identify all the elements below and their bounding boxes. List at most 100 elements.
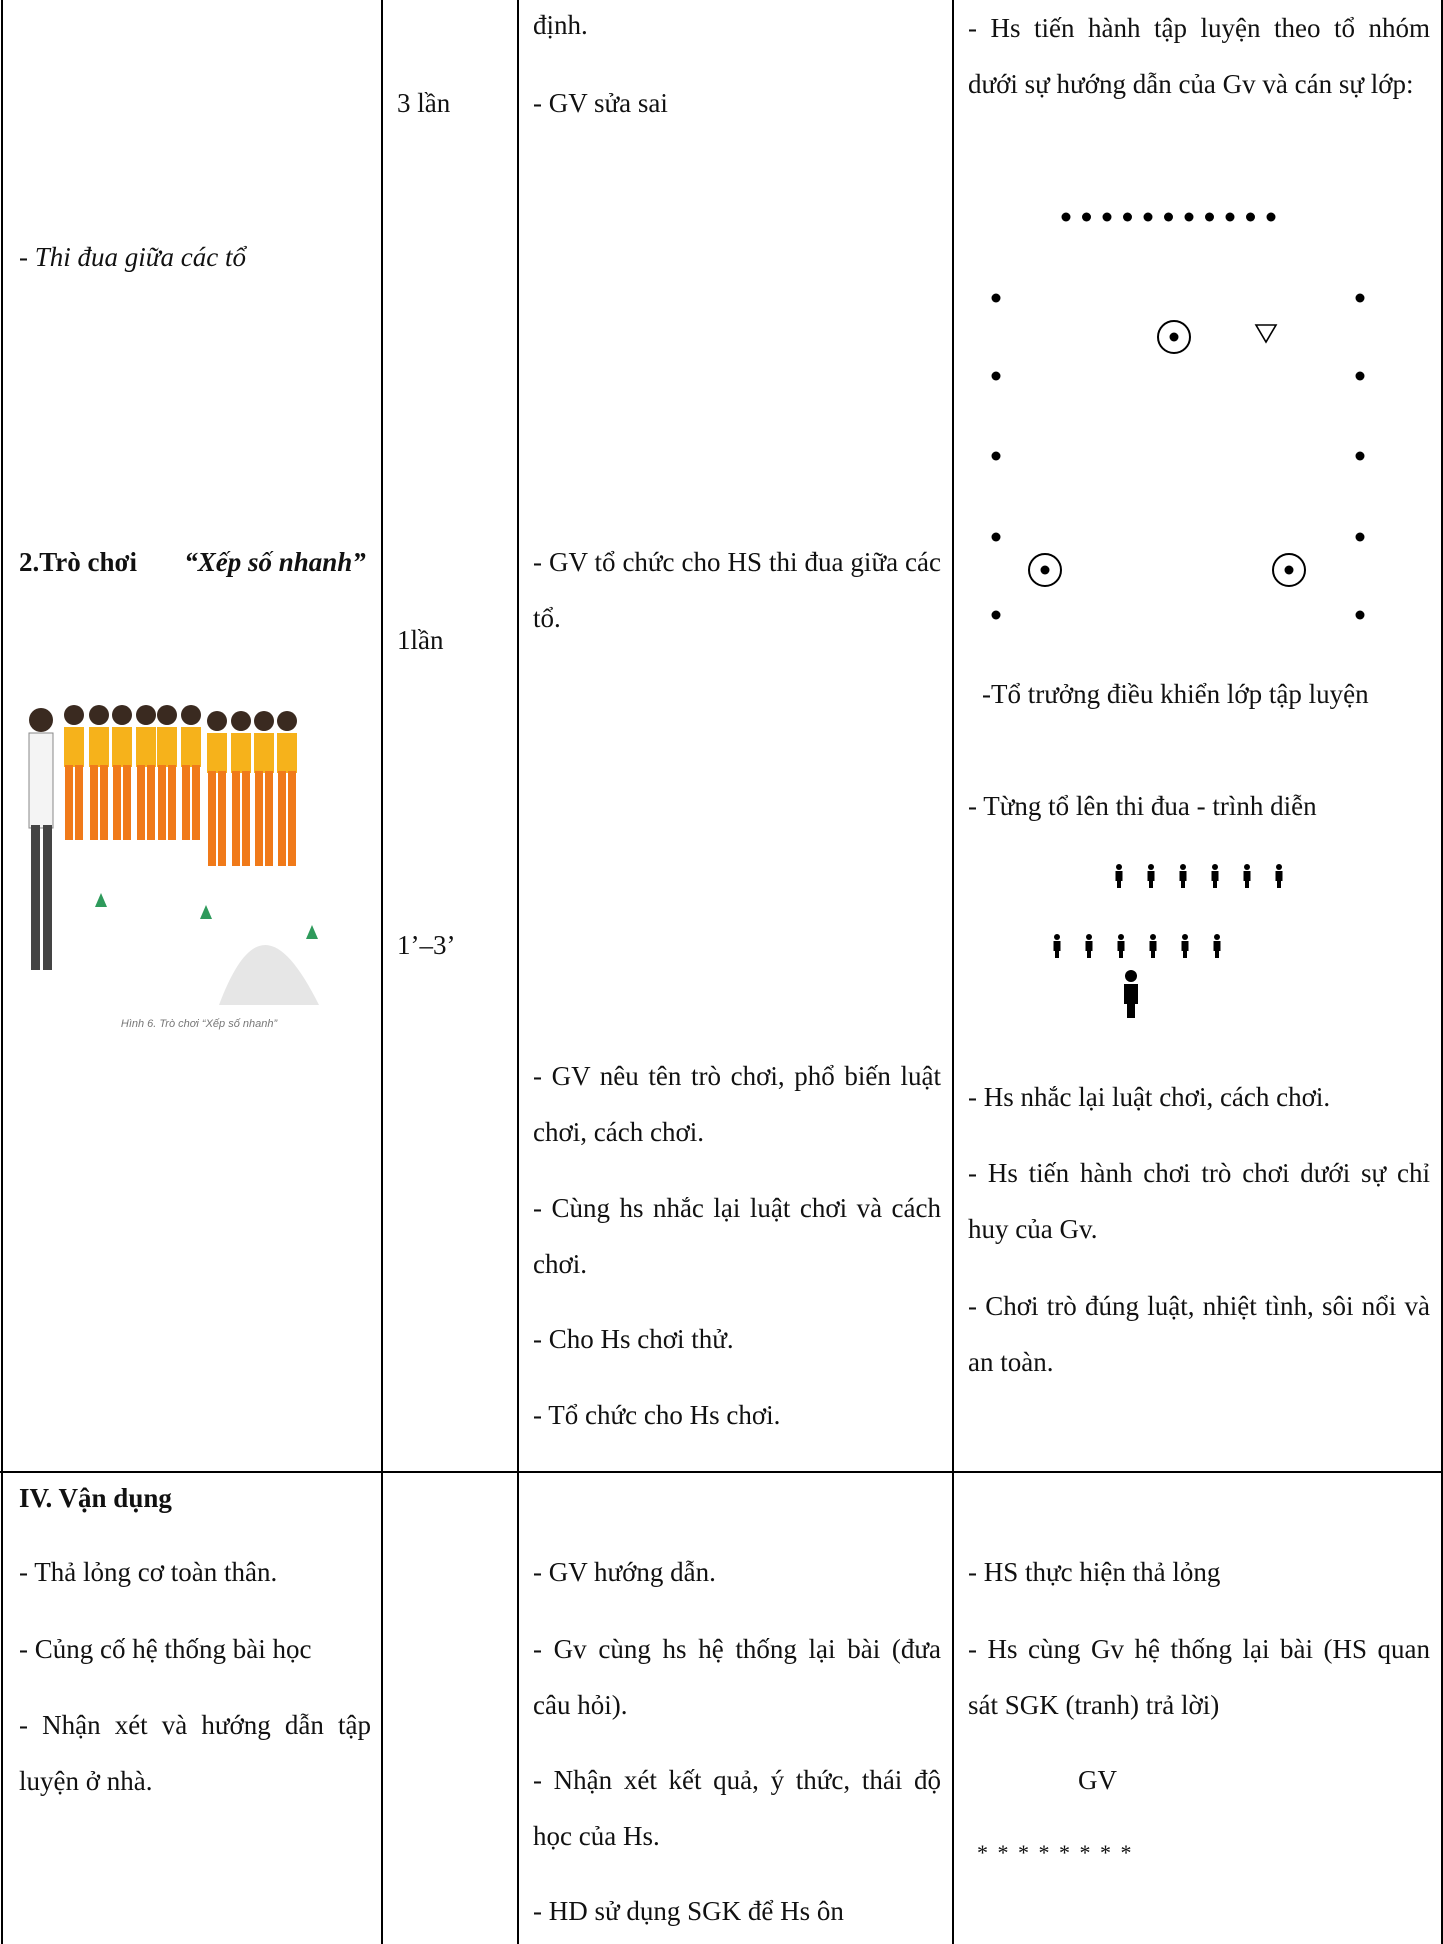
- person-body: [1179, 871, 1187, 881]
- person-head: [1276, 864, 1282, 870]
- student-activity: - Chơi trò đúng luật, nhiệt tình, sôi nổ…: [968, 1291, 1430, 1377]
- kid-pants: [90, 765, 98, 840]
- border: [952, 0, 954, 1944]
- person-body: [1181, 941, 1189, 951]
- marker-ring: [1028, 553, 1062, 587]
- marker-ring: [1157, 320, 1191, 354]
- person-legs: [1087, 950, 1091, 958]
- person-body: [1149, 941, 1157, 951]
- dot: [991, 451, 1001, 461]
- kid-pants: [232, 771, 240, 866]
- kid-pants: [168, 765, 176, 840]
- person-legs: [1127, 1002, 1135, 1018]
- person-legs: [1119, 950, 1123, 958]
- border: [1, 0, 3, 1944]
- kid-pants: [242, 771, 250, 866]
- marker-dot: [1040, 565, 1050, 575]
- teacher-activity: - Cùng hs nhắc lại luật chơi và cách chơ…: [533, 1193, 941, 1279]
- dot: [991, 532, 1001, 542]
- dot: [1355, 293, 1365, 303]
- dot: [991, 371, 1001, 381]
- caption: Hình 6. Trò chơi “Xếp số nhanh”: [121, 1018, 279, 1030]
- dot: [1355, 371, 1365, 381]
- dot: [1061, 212, 1071, 222]
- dot: [1355, 610, 1365, 620]
- student-activity: - HS thực hiện thả lỏng: [968, 1557, 1221, 1587]
- person-body: [1211, 871, 1219, 881]
- dot: [1225, 212, 1235, 222]
- dot: [1184, 212, 1194, 222]
- teacher-activity: - GV tổ chức cho HS thi đua giữa các tổ.: [533, 547, 941, 633]
- marker-ring: [1272, 553, 1306, 587]
- dot: [1143, 212, 1153, 222]
- person-legs: [1245, 880, 1249, 888]
- person-head: [1150, 934, 1156, 940]
- kid-head: [231, 711, 251, 731]
- marker-dot: [1169, 332, 1179, 342]
- kid-shirt: [64, 727, 84, 767]
- person-legs: [1183, 950, 1187, 958]
- kid-head: [157, 705, 177, 725]
- marker-dot: [1284, 565, 1294, 575]
- person-body: [1115, 871, 1123, 881]
- kid-head: [181, 705, 201, 725]
- cone: [200, 905, 212, 919]
- dot: [1164, 212, 1173, 222]
- cone: [306, 925, 318, 939]
- student-rows: * * * * * * * *: [977, 1840, 1134, 1865]
- student-activity: - Hs nhắc lại luật chơi, cách chơi.: [968, 1082, 1331, 1112]
- kid-shirt: [207, 733, 227, 773]
- kid-head: [136, 705, 156, 725]
- kid-head: [112, 705, 132, 725]
- dot: [1082, 212, 1091, 222]
- student-activity: - Hs cùng Gv hệ thống lại bài (HS quan s…: [968, 1634, 1430, 1720]
- children: [64, 705, 297, 866]
- border: [1441, 0, 1443, 1944]
- kid-head: [89, 705, 109, 725]
- person-body: [1243, 871, 1251, 881]
- team-diagram: [1053, 864, 1283, 1018]
- person-body: [1124, 984, 1138, 1004]
- teacher-activity: - GV nêu tên trò chơi, phổ biến luật chơ…: [533, 1061, 941, 1147]
- kid-head: [254, 711, 274, 731]
- dosage: 3 lần: [397, 88, 451, 118]
- person-head: [1125, 970, 1137, 982]
- kid-head: [277, 711, 297, 731]
- kid-pants: [255, 771, 263, 866]
- border: [0, 1471, 1443, 1473]
- kid-pants: [158, 765, 166, 840]
- kid-pants: [137, 765, 145, 840]
- game-title: 2.Trò chơi “Xếp số nhanh”: [19, 534, 371, 590]
- teacher-activity: - Tổ chức cho Hs chơi.: [533, 1400, 781, 1430]
- kid-pants: [65, 765, 73, 840]
- kid-pants: [113, 765, 121, 840]
- person-legs: [1117, 880, 1121, 888]
- person-head: [1212, 864, 1218, 870]
- kid-pants: [278, 771, 286, 866]
- teacher-activity: - GV sửa sai: [533, 88, 668, 118]
- cone: [95, 893, 107, 907]
- teacher-marker: [1254, 324, 1278, 344]
- kid-pants: [288, 771, 296, 866]
- dot: [991, 293, 1001, 303]
- kid-pants: [75, 765, 83, 840]
- person-head: [1054, 934, 1060, 940]
- dot: [1102, 212, 1112, 222]
- kid-pants: [147, 765, 155, 840]
- teacher-activity: - Nhận xét kết quả, ý thức, thái độ học …: [533, 1765, 941, 1851]
- dot: [1246, 212, 1255, 222]
- dosage: 1’–3’: [397, 930, 456, 960]
- person-legs: [1149, 880, 1153, 888]
- kid-head: [64, 705, 84, 725]
- person-legs: [1213, 880, 1217, 888]
- student-activity: - Hs tiến hành tập luyện theo tổ nhóm dư…: [968, 13, 1430, 99]
- kid-shirt: [89, 727, 109, 767]
- person-legs: [1215, 950, 1219, 958]
- kid-shirt: [181, 727, 201, 767]
- kid-pants: [208, 771, 216, 866]
- border: [381, 0, 383, 1944]
- student-activity: -Tổ trưởng điều khiển lớp tập luyện: [982, 679, 1369, 709]
- game-name: “Xếp số nhanh”: [184, 547, 366, 577]
- section-title: IV. Vận dụng: [19, 1483, 172, 1513]
- kid-pants: [192, 765, 200, 840]
